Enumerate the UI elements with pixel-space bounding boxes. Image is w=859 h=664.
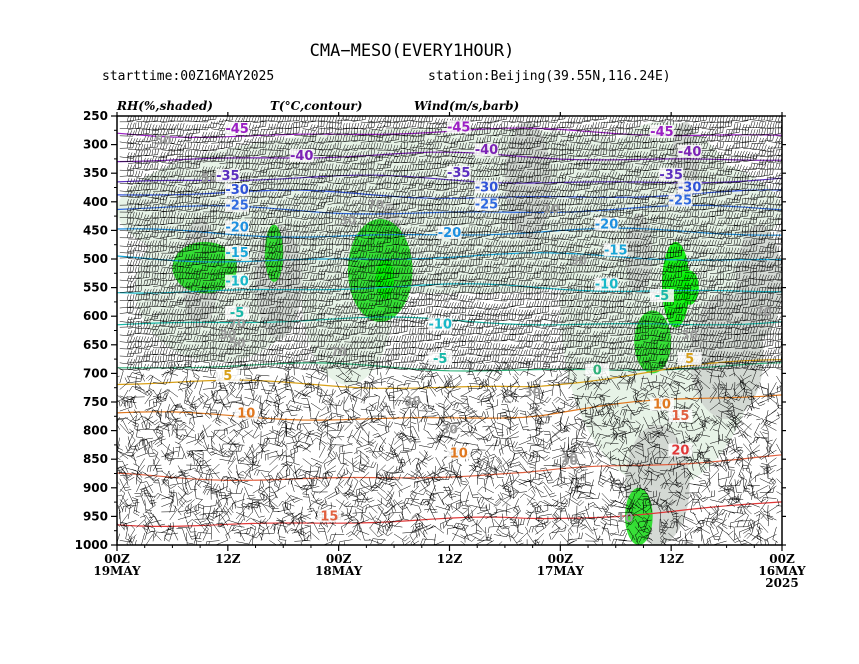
wind-barb-81 [128, 121, 142, 130]
wind-barb-135 [576, 124, 593, 131]
rh-shade-region-17 [634, 310, 672, 374]
wind-barb-35 [410, 116, 426, 123]
wind-barb-15 [244, 116, 260, 123]
chart-title: CMA−MESO(EVERY1HOUR) [310, 41, 515, 61]
wind-barb-46 [502, 116, 518, 123]
wind-barb-112 [385, 122, 401, 129]
wind-barb-27 [344, 116, 359, 122]
plot-area: 50505050503030303030303070707070101010-4… [117, 116, 782, 545]
wind-barb-21 [294, 116, 308, 123]
wind-barb-114 [402, 120, 417, 128]
wind-barb-79 [776, 122, 782, 123]
wind-barb-30 [369, 116, 385, 124]
wind-barb-117 [427, 123, 443, 130]
wind-barb-138 [601, 124, 618, 132]
wind-barb-103 [310, 120, 325, 129]
wind-barb-42 [468, 116, 483, 122]
wind-barb-129 [527, 120, 541, 129]
wind-barb-63 [643, 116, 658, 122]
wind-barb-139 [610, 121, 625, 129]
wind-barb-123 [477, 121, 492, 129]
wind-barb-98 [269, 122, 285, 129]
wind-barb-48 [518, 116, 534, 123]
wind-barb-60 [618, 116, 634, 121]
wind-barb-4 [153, 116, 168, 123]
wind-barb-97 [261, 123, 276, 130]
wind-barb-76 [751, 116, 766, 122]
wind-barb-70 [701, 116, 717, 123]
wind-barb-111 [377, 119, 392, 129]
start-time-label: starttime:00Z16MAY2025 [102, 69, 274, 84]
wind-barb-12 [219, 116, 234, 122]
wind-barb-77 [759, 116, 774, 123]
wind-barb-125 [493, 121, 509, 130]
wind-barbs [117, 116, 782, 545]
wind-barb-51 [543, 116, 560, 124]
wind-barb-122 [468, 122, 484, 129]
wind-barb-84 [153, 123, 168, 130]
wind-barb-67 [676, 116, 691, 122]
wind-barb-109 [360, 121, 376, 129]
temperature-legend-header: T(°C,contour) [270, 99, 362, 113]
rh-shade-region-13 [172, 241, 238, 294]
rh-legend-header: RH(%,shaded) [116, 99, 213, 113]
wind-barb-133 [560, 121, 575, 129]
wind-barb-137 [593, 121, 608, 130]
wind-barb-9 [194, 116, 210, 123]
wind-barb-102 [302, 124, 319, 131]
wind-barb-80 [119, 122, 135, 129]
wind-barb-115 [410, 121, 425, 130]
wind-barb-136 [585, 121, 600, 130]
wind-barb-131 [543, 124, 559, 131]
wind-barb-130 [535, 121, 550, 130]
wind-barb-34 [402, 116, 417, 122]
wind-barb-96 [252, 120, 267, 129]
wind-barb-90 [202, 121, 218, 128]
wind-barb-86 [169, 123, 185, 130]
wind-barb-59 [610, 116, 626, 123]
wind-barb-113 [394, 122, 409, 129]
wind-barb-64 [651, 116, 668, 123]
station-label: station:Beijing(39.55N,116.24E) [428, 69, 671, 84]
wind-legend-header: Wind(m/s,barb) [414, 99, 519, 113]
